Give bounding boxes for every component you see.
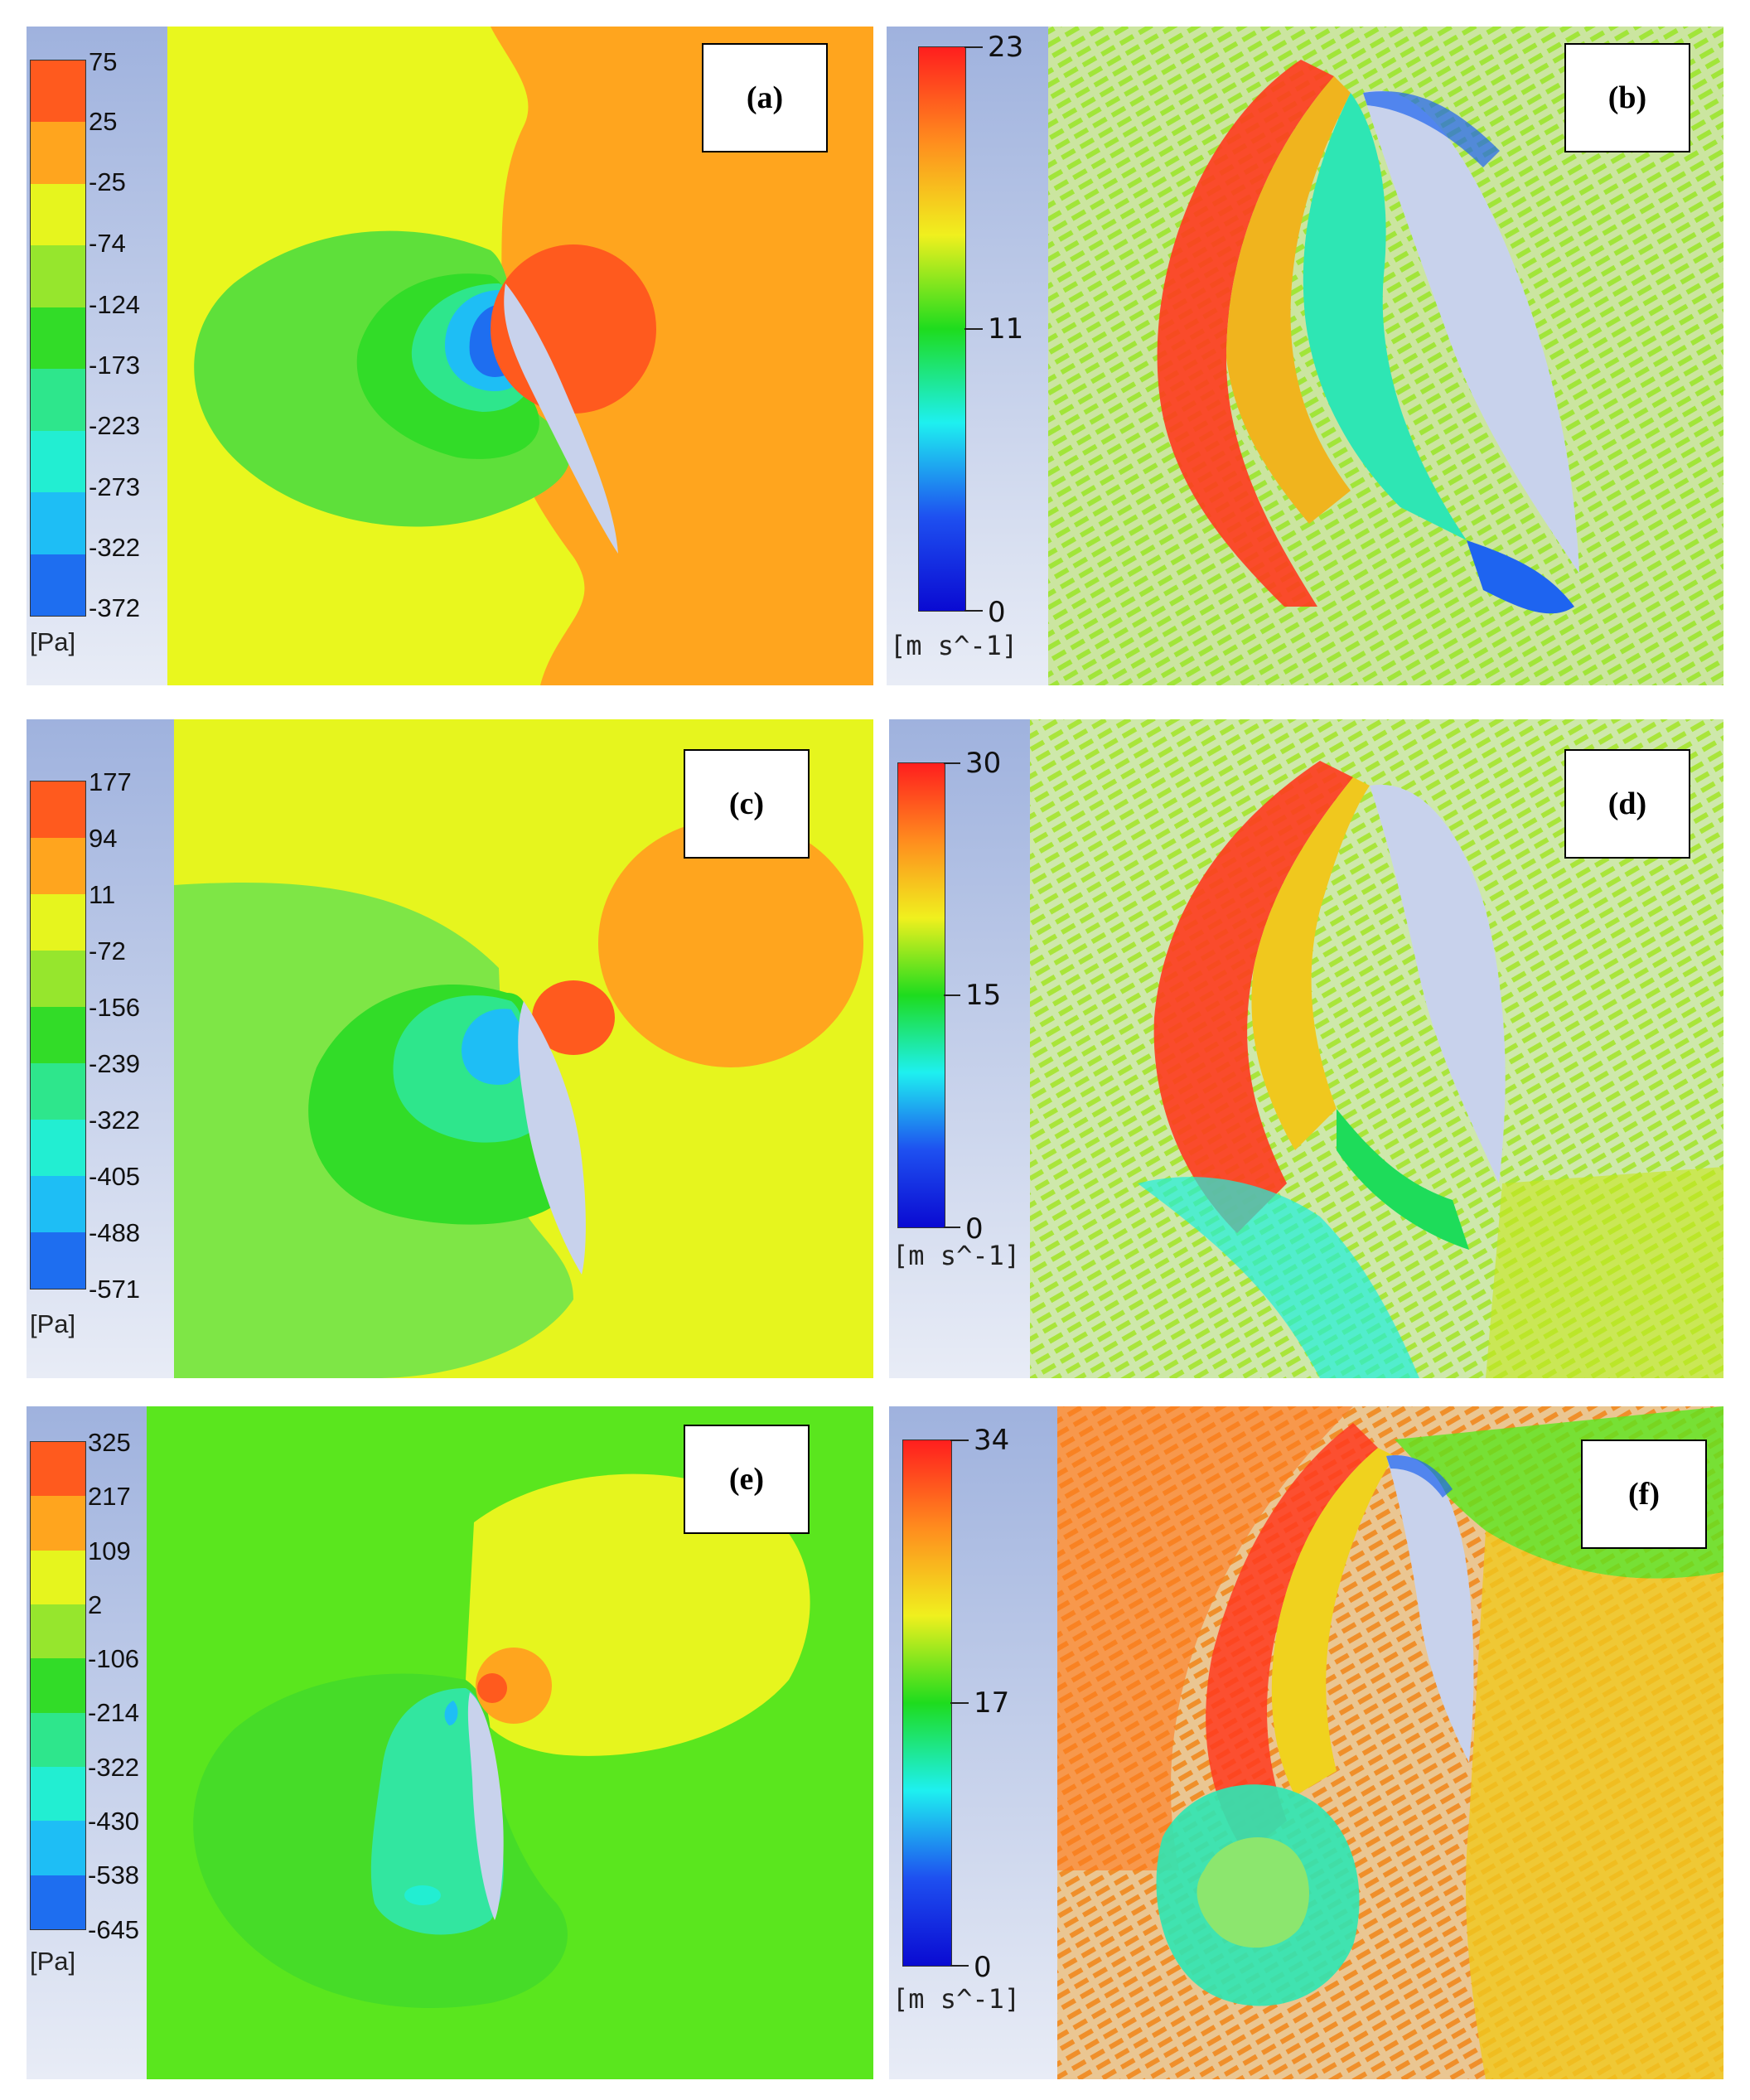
- panel-label: (e): [684, 1425, 810, 1534]
- colorbar-tick: -72: [89, 936, 126, 965]
- panel-label: (d): [1564, 749, 1690, 859]
- colorbar-tickmark: [950, 1440, 969, 1441]
- colorbar-tick: -273: [89, 472, 141, 501]
- pressure-contour-panel-c: 177 94 11 -72 -156 -239 -322 -405 -488 -…: [27, 719, 873, 1378]
- colorbar-tick: -25: [89, 167, 126, 196]
- colorbar-unit: [Pa]: [30, 1947, 76, 1976]
- colorbar-tickmark: [964, 46, 983, 48]
- colorbar-tick: -488: [89, 1218, 141, 1247]
- colorbar-tick: 11: [89, 880, 116, 909]
- colorbar-tick: 2: [88, 1590, 103, 1619]
- velocity-vector-panel-d: 30 15 0 [m s^-1] (d): [889, 719, 1723, 1378]
- colorbar-tick: -223: [89, 411, 141, 440]
- pressure-colorbar-a: [30, 60, 86, 617]
- velocity-field-b: [1048, 27, 1723, 685]
- colorbar-tickmark: [964, 610, 983, 612]
- panel-label: (c): [684, 749, 810, 859]
- colorbar-tick: -405: [89, 1162, 141, 1191]
- colorbar-tick: -74: [89, 229, 126, 258]
- colorbar-tick: -322: [89, 1106, 141, 1135]
- colorbar-unit: [m s^-1]: [892, 1240, 1021, 1271]
- pressure-contour-panel-a: 75 25 -25 -74 -124 -173 -223 -273 -322 -…: [27, 27, 873, 685]
- colorbar-tick: 0: [988, 596, 1006, 629]
- colorbar-tick: -106: [88, 1644, 140, 1673]
- colorbar-tick: -322: [88, 1753, 140, 1782]
- colorbar-tick: 94: [89, 824, 118, 853]
- colorbar-tick: -124: [89, 290, 141, 319]
- colorbar-tick: -645: [88, 1915, 140, 1944]
- colorbar-tick: -430: [88, 1807, 140, 1836]
- pressure-field-c: [174, 719, 873, 1378]
- panel-label: (a): [702, 43, 828, 152]
- colorbar-tick: 217: [88, 1482, 131, 1511]
- colorbar-tick: 0: [965, 1212, 984, 1246]
- colorbar-tick: 25: [89, 107, 118, 136]
- panel-label: (f): [1581, 1440, 1707, 1549]
- colorbar-tick: -214: [88, 1698, 140, 1727]
- legend-background: [887, 27, 1048, 685]
- colorbar-tick: 34: [974, 1424, 1010, 1457]
- colorbar-unit: [m s^-1]: [890, 630, 1018, 661]
- colorbar-tickmark: [944, 762, 960, 764]
- colorbar-tickmark: [950, 1702, 969, 1704]
- colorbar-unit: [Pa]: [30, 627, 76, 656]
- colorbar-tick: 30: [965, 747, 1002, 780]
- colorbar-tick: -571: [89, 1275, 141, 1304]
- colorbar-tick: -173: [89, 351, 141, 380]
- colorbar-tick: 177: [89, 767, 132, 796]
- velocity-colorbar-f: [902, 1440, 952, 1967]
- panel-label: (b): [1564, 43, 1690, 152]
- colorbar-tick: 109: [88, 1536, 131, 1565]
- velocity-field-d: [1030, 719, 1723, 1378]
- colorbar-tick: -156: [89, 993, 141, 1022]
- velocity-colorbar-b: [918, 46, 966, 612]
- colorbar-tick: 15: [965, 979, 1002, 1012]
- colorbar-tick: -538: [88, 1860, 140, 1890]
- pressure-contour-panel-e: 325 217 109 2 -106 -214 -322 -430 -538 -…: [27, 1406, 873, 2079]
- pressure-colorbar-e: [30, 1441, 86, 1930]
- colorbar-tick: -322: [89, 533, 141, 562]
- colorbar-tick: 11: [988, 312, 1024, 346]
- colorbar-unit: [Pa]: [30, 1309, 76, 1338]
- pressure-colorbar-c: [30, 781, 86, 1290]
- colorbar-tick: 325: [88, 1428, 131, 1457]
- velocity-colorbar-d: [897, 762, 945, 1228]
- velocity-vector-panel-b: 23 11 0 [m s^-1] (b): [887, 27, 1723, 685]
- colorbar-tick: 23: [988, 31, 1024, 64]
- colorbar-tickmark: [950, 1965, 969, 1967]
- velocity-vector-panel-f: 34 17 0 [m s^-1] (f): [889, 1406, 1723, 2079]
- colorbar-tick: 0: [974, 1951, 992, 1984]
- colorbar-tick: -372: [89, 593, 141, 622]
- velocity-field-f: [1057, 1406, 1723, 2079]
- colorbar-tick: -239: [89, 1049, 141, 1078]
- colorbar-tick: 75: [89, 47, 118, 76]
- colorbar-tickmark: [944, 994, 960, 996]
- colorbar-tick: 17: [974, 1686, 1010, 1720]
- colorbar-tickmark: [964, 328, 983, 330]
- colorbar-unit: [m s^-1]: [892, 1983, 1021, 2015]
- colorbar-tickmark: [944, 1227, 960, 1228]
